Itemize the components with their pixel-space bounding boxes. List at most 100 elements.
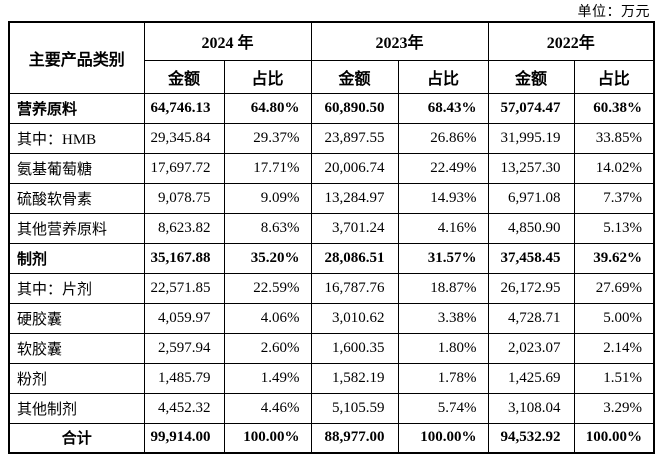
amount-cell: 26,172.95 bbox=[487, 272, 575, 304]
ratio-cell: 100.00% bbox=[223, 422, 312, 454]
table-row: 粉剂 1,485.79 1.49% 1,582.19 1.78% 1,425.69 1.51… bbox=[8, 362, 655, 394]
amount-cell: 4,728.71 bbox=[487, 302, 575, 334]
sub-header-ratio-2022: 占比 bbox=[573, 59, 655, 94]
sub-header-ratio-2023: 占比 bbox=[397, 59, 489, 94]
ratio-cell: 14.02% bbox=[573, 152, 655, 184]
amount-cell: 64,746.13 bbox=[143, 92, 225, 124]
ratio-cell: 3.38% bbox=[397, 302, 489, 334]
ratio-cell: 68.43% bbox=[397, 92, 489, 124]
ratio-cell: 39.62% bbox=[573, 242, 655, 274]
amount-cell: 17,697.72 bbox=[143, 152, 225, 184]
amount-cell: 1,425.69 bbox=[487, 362, 575, 394]
amount-cell: 20,006.74 bbox=[310, 152, 399, 184]
amount-cell: 99,914.00 bbox=[143, 422, 225, 454]
table-row: 制剂 35,167.88 35.20% 28,086.51 31.57% 37,458.4… bbox=[8, 242, 655, 274]
ratio-cell: 100.00% bbox=[573, 422, 655, 454]
row-label-cell: 其他营养原料 bbox=[8, 212, 145, 244]
ratio-cell: 4.06% bbox=[223, 302, 312, 334]
amount-cell: 23,897.55 bbox=[310, 122, 399, 154]
table-row: 其中：片剂 22,571.85 22.59% 16,787.76 18.87% 26,17… bbox=[8, 272, 655, 304]
amount-cell: 6,971.08 bbox=[487, 182, 575, 214]
amount-cell: 1,600.35 bbox=[310, 332, 399, 364]
table-row: 其他营养原料 8,623.82 8.63% 3,701.24 4.16% 4,850.90… bbox=[8, 212, 655, 244]
row-label-cell: 其中：HMB bbox=[8, 122, 145, 154]
corner-header-main-product-category: 主要产品类别 bbox=[8, 21, 145, 94]
ratio-cell: 18.87% bbox=[397, 272, 489, 304]
table-header-year-row: 主要产品类别 2024 年 2023年 2022年 bbox=[8, 21, 655, 94]
row-label-cell: 制剂 bbox=[8, 242, 145, 274]
sub-header-amount-2022: 金额 bbox=[487, 59, 575, 94]
ratio-cell: 1.78% bbox=[397, 362, 489, 394]
ratio-cell: 2.14% bbox=[573, 332, 655, 364]
table-row: 硫酸软骨素 9,078.75 9.09% 13,284.97 14.93% 6,971.0… bbox=[8, 182, 655, 214]
row-label-cell: 其中：片剂 bbox=[8, 272, 145, 304]
ratio-cell: 22.49% bbox=[397, 152, 489, 184]
row-label-cell: 合计 bbox=[8, 422, 145, 454]
sub-header-amount-2024: 金额 bbox=[143, 59, 225, 94]
ratio-cell: 7.37% bbox=[573, 182, 655, 214]
ratio-cell: 5.13% bbox=[573, 212, 655, 244]
amount-cell: 57,074.47 bbox=[487, 92, 575, 124]
ratio-cell: 100.00% bbox=[397, 422, 489, 454]
amount-cell: 13,257.30 bbox=[487, 152, 575, 184]
table-row: 其中：HMB 29,345.84 29.37% 23,897.55 26.86% 31,9… bbox=[8, 122, 655, 154]
amount-cell: 4,850.90 bbox=[487, 212, 575, 244]
amount-cell: 8,623.82 bbox=[143, 212, 225, 244]
year-header-2024: 2024 年 bbox=[143, 21, 312, 61]
amount-cell: 5,105.59 bbox=[310, 392, 399, 424]
year-header-2023: 2023年 bbox=[310, 21, 489, 61]
ratio-cell: 1.49% bbox=[223, 362, 312, 394]
row-label-cell: 硬胶囊 bbox=[8, 302, 145, 334]
ratio-cell: 14.93% bbox=[397, 182, 489, 214]
product-category-table: 主要产品类别 2024 年 2023年 2022年 金额 占比 金额 占比 金额… bbox=[8, 21, 656, 454]
ratio-cell: 60.38% bbox=[573, 92, 655, 124]
amount-cell: 13,284.97 bbox=[310, 182, 399, 214]
unit-label: 单位：万元 bbox=[577, 5, 650, 20]
ratio-cell: 2.60% bbox=[223, 332, 312, 364]
amount-cell: 16,787.76 bbox=[310, 272, 399, 304]
amount-cell: 28,086.51 bbox=[310, 242, 399, 274]
amount-cell: 3,108.04 bbox=[487, 392, 575, 424]
row-label-cell: 粉剂 bbox=[8, 362, 145, 394]
amount-cell: 1,485.79 bbox=[143, 362, 225, 394]
year-header-2022: 2022年 bbox=[487, 21, 655, 61]
amount-cell: 88,977.00 bbox=[310, 422, 399, 454]
amount-cell: 4,059.97 bbox=[143, 302, 225, 334]
ratio-cell: 27.69% bbox=[573, 272, 655, 304]
table-row: 软胶囊 2,597.94 2.60% 1,600.35 1.80% 2,023.07 2.1… bbox=[8, 332, 655, 364]
ratio-cell: 26.86% bbox=[397, 122, 489, 154]
amount-cell: 37,458.45 bbox=[487, 242, 575, 274]
ratio-cell: 1.80% bbox=[397, 332, 489, 364]
amount-cell: 3,701.24 bbox=[310, 212, 399, 244]
amount-cell: 29,345.84 bbox=[143, 122, 225, 154]
ratio-cell: 5.00% bbox=[573, 302, 655, 334]
ratio-cell: 1.51% bbox=[573, 362, 655, 394]
ratio-cell: 3.29% bbox=[573, 392, 655, 424]
amount-cell: 94,532.92 bbox=[487, 422, 575, 454]
table-row: 硬胶囊 4,059.97 4.06% 3,010.62 3.38% 4,728.71 5.0… bbox=[8, 302, 655, 334]
ratio-cell: 4.16% bbox=[397, 212, 489, 244]
ratio-cell: 5.74% bbox=[397, 392, 489, 424]
amount-cell: 31,995.19 bbox=[487, 122, 575, 154]
amount-cell: 9,078.75 bbox=[143, 182, 225, 214]
amount-cell: 1,582.19 bbox=[310, 362, 399, 394]
amount-cell: 2,597.94 bbox=[143, 332, 225, 364]
table-row: 合计 99,914.00 100.00% 88,977.00 100.00% 94,532… bbox=[8, 422, 655, 454]
table-row: 营养原料 64,746.13 64.80% 60,890.50 68.43% 57,074… bbox=[8, 92, 655, 124]
ratio-cell: 64.80% bbox=[223, 92, 312, 124]
ratio-cell: 17.71% bbox=[223, 152, 312, 184]
table-header-sub-row: 金额 占比 金额 占比 金额 占比 bbox=[9, 59, 655, 94]
sub-header-ratio-2024: 占比 bbox=[223, 59, 312, 94]
ratio-cell: 4.46% bbox=[223, 392, 312, 424]
ratio-cell: 35.20% bbox=[223, 242, 312, 274]
ratio-cell: 9.09% bbox=[223, 182, 312, 214]
row-label-cell: 硫酸软骨素 bbox=[8, 182, 145, 214]
row-label-cell: 其他制剂 bbox=[8, 392, 145, 424]
ratio-cell: 29.37% bbox=[223, 122, 312, 154]
sub-header-amount-2023: 金额 bbox=[310, 59, 399, 94]
ratio-cell: 8.63% bbox=[223, 212, 312, 244]
amount-cell: 22,571.85 bbox=[143, 272, 225, 304]
ratio-cell: 31.57% bbox=[397, 242, 489, 274]
table-row: 其他制剂 4,452.32 4.46% 5,105.59 5.74% 3,108.04 3.… bbox=[8, 392, 655, 424]
ratio-cell: 22.59% bbox=[223, 272, 312, 304]
